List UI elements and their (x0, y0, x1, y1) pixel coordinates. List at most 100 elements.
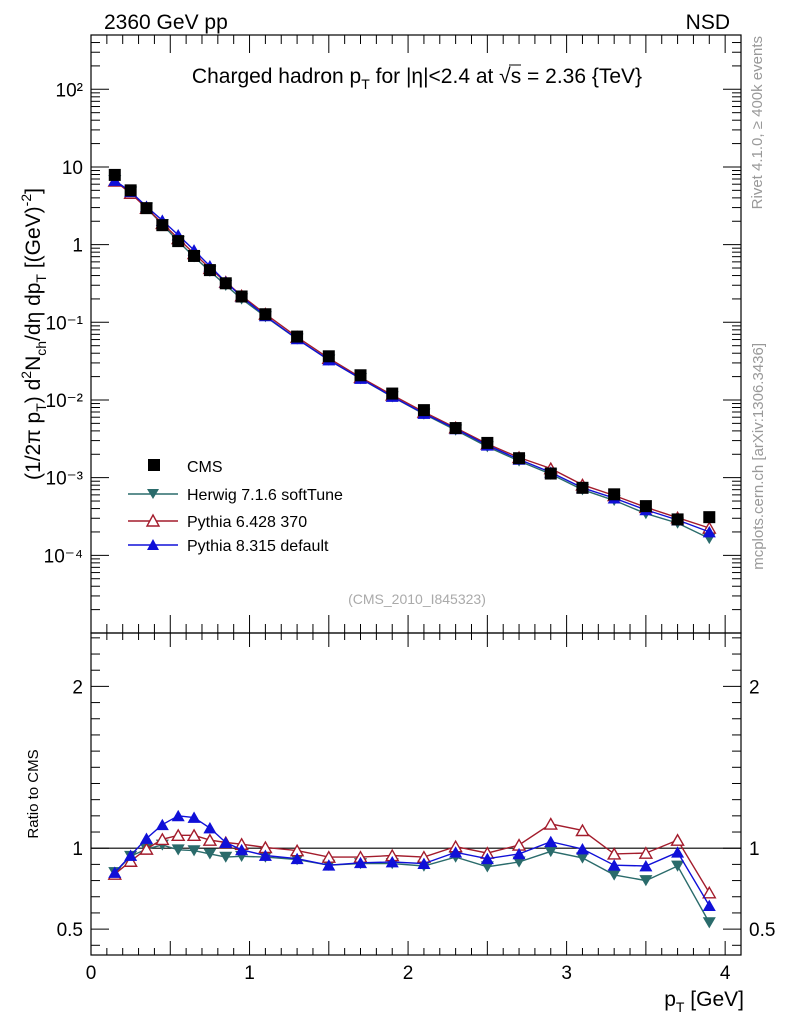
ratio-point-pythia-6-428-370 (170, 828, 186, 842)
ratio-y-tick-label: 0.5 (57, 920, 83, 941)
ratio-point-pythia-8-315-default (544, 835, 558, 848)
legend: CMS Herwig 7.1.6 softTune Pythia 6.428 3… (128, 459, 343, 555)
ratio-point-pythia-6-428-370 (123, 854, 138, 867)
main-y-tick-label: 1 (72, 236, 83, 257)
main-line-herwig-7-1-6-softtune (114, 179, 710, 540)
ratio-point-pythia-8-315-default (139, 832, 154, 844)
ratio-y-tick-label-right: 0.5 (749, 920, 775, 941)
ratio-series-group (107, 809, 717, 929)
ratio-point-pythia-8-315-default (671, 846, 685, 858)
main-point-cms (291, 330, 304, 343)
ratio-plot-frame (90, 632, 742, 956)
main-point-cms (608, 488, 621, 501)
ratio-point-pythia-8-315-default (702, 899, 716, 912)
main-y-tick-label: 10 (62, 158, 83, 179)
main-point-cms (203, 264, 216, 277)
main-point-cms (156, 219, 169, 232)
ratio-point-pythia-8-315-default (108, 866, 122, 878)
legend-label-cms: CMS (187, 459, 223, 476)
ratio-point-pythia-8-315-default (235, 843, 249, 856)
ratio-y-axis-label: Ratio to CMS (25, 749, 42, 838)
ratio-x-tick-label: 1 (244, 963, 255, 984)
ratio-point-pythia-8-315-default (258, 849, 272, 861)
ratio-point-herwig-7-1-6-softtune (544, 846, 558, 858)
ratio-axis-ticks: 0 1 2 3 4 0.5 0.5 1 1 2 2 (57, 633, 775, 984)
ratio-point-pythia-8-315-default (607, 859, 621, 871)
ratio-line-pythia-8-315-default (114, 815, 710, 906)
legend-marker-herwig (147, 489, 159, 499)
legend-label-pythia6: Pythia 6.428 370 (187, 514, 307, 531)
main-point-cms (259, 308, 272, 321)
ratio-y-tick-label: 1 (72, 839, 83, 860)
main-point-cms (140, 202, 153, 215)
main-point-cms (124, 184, 137, 197)
main-point-cms (219, 277, 232, 290)
ratio-x-tick-label: 0 (86, 963, 97, 984)
legend-marker-pythia8 (147, 539, 159, 550)
main-point-cms (671, 513, 684, 526)
ratio-point-herwig-7-1-6-softtune (219, 851, 233, 863)
main-point-pythia-8-315-default (702, 525, 716, 538)
ratio-point-pythia-6-428-370 (155, 832, 170, 846)
x-axis-label: pT [GeV] (664, 988, 744, 1015)
ratio-point-pythia-8-315-default (417, 857, 431, 869)
ratio-point-pythia-8-315-default (480, 852, 494, 865)
ratio-point-herwig-7-1-6-softtune (671, 860, 685, 872)
main-point-cms (417, 404, 430, 417)
ratio-point-pythia-8-315-default (322, 859, 336, 871)
main-y-tick-label: 10⁻² (46, 391, 84, 412)
main-y-tick-label: 10⁻³ (46, 469, 84, 490)
legend-marker-pythia6 (145, 513, 161, 527)
ratio-x-tick-label: 4 (720, 963, 731, 984)
ratio-point-pythia-8-315-default (187, 811, 201, 823)
ratio-point-pythia-6-428-370 (186, 828, 202, 842)
main-axis-ticks: 10⁻⁴ 10⁻³ 10⁻² 10⁻¹ 1 10 10² (44, 34, 742, 634)
ratio-point-pythia-6-428-370 (606, 847, 622, 860)
main-point-cms (449, 422, 462, 435)
main-point-cms (639, 500, 652, 513)
ratio-point-pythia-8-315-default (385, 855, 399, 868)
ratio-x-tick-label: 3 (561, 963, 572, 984)
ratio-point-pythia-6-428-370 (139, 842, 154, 855)
main-point-cms (235, 290, 248, 303)
main-panel: 10⁻⁴ 10⁻³ 10⁻² 10⁻¹ 1 10 10² Charged hadron pT… (18, 34, 742, 634)
main-point-cms (322, 350, 335, 363)
main-point-cms (386, 387, 399, 400)
ratio-point-herwig-7-1-6-softtune (203, 848, 217, 860)
header-left-label: 2360 GeV pp (104, 11, 228, 34)
main-point-cms (188, 249, 201, 262)
ratio-y-tick-label-right: 2 (749, 677, 760, 698)
main-series-group (107, 168, 717, 545)
ratio-y-tick-label: 2 (72, 677, 83, 698)
main-point-cms (544, 467, 557, 480)
main-point-cms (108, 168, 121, 181)
ratio-point-herwig-7-1-6-softtune (187, 845, 201, 857)
main-y-tick-label: 10⁻⁴ (44, 546, 83, 567)
main-point-cms (481, 436, 494, 449)
main-point-cms (172, 235, 185, 248)
ratio-point-pythia-8-315-default (155, 818, 169, 831)
ratio-point-pythia-8-315-default (124, 849, 138, 861)
ratio-point-pythia-6-428-370 (575, 823, 590, 837)
ratio-point-pythia-8-315-default (219, 836, 233, 848)
ratio-point-herwig-7-1-6-softtune (607, 869, 621, 881)
ratio-point-pythia-8-315-default (449, 846, 463, 858)
ratio-point-pythia-8-315-default (171, 809, 185, 822)
ratio-point-herwig-7-1-6-softtune (702, 917, 716, 929)
ratio-point-pythia-8-315-default (203, 821, 217, 834)
main-y-tick-label: 10⁻¹ (46, 313, 84, 334)
main-y-axis-label: (1/2π pT) d2Nch/dη dpT [(GeV)-2] (18, 188, 49, 480)
ratio-point-pythia-6-428-370 (202, 833, 218, 846)
main-title: Charged hadron pT for |η|<2.4 at √s = 2.… (192, 65, 642, 92)
legend-label-pythia8: Pythia 8.315 default (187, 538, 329, 555)
ratio-point-pythia-8-315-default (290, 852, 304, 865)
ratio-x-tick-label: 2 (403, 963, 414, 984)
ratio-point-pythia-8-315-default (575, 843, 589, 855)
legend-label-herwig: Herwig 7.1.6 softTune (187, 487, 343, 504)
ratio-point-pythia-8-315-default (353, 856, 368, 869)
ratio-point-pythia-6-428-370 (543, 817, 558, 830)
main-point-cms (354, 369, 367, 382)
main-point-cms (703, 511, 716, 524)
analysis-watermark: (CMS_2010_I845323) (348, 591, 486, 607)
